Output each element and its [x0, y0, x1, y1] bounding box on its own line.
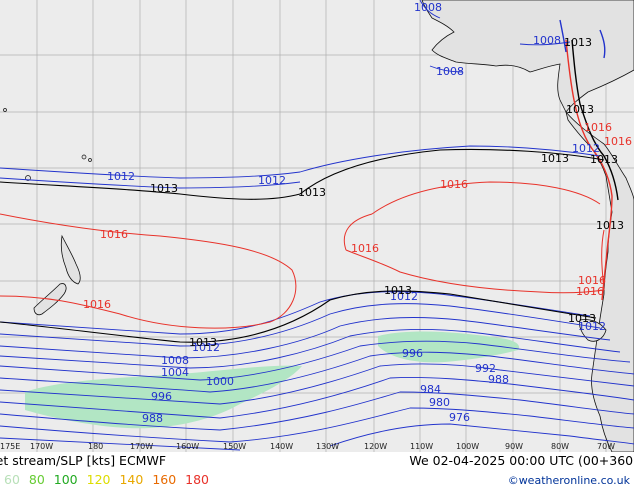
lon-label: 100W	[456, 442, 479, 451]
islands	[3, 108, 92, 181]
label-1016-f: 1016	[576, 285, 604, 298]
lon-label: 150W	[223, 442, 246, 451]
forecast-datetime: We 02-04-2025 00:00 UTC (00+360)	[409, 453, 634, 468]
label-988-a: 988	[142, 412, 163, 425]
label-980: 980	[429, 396, 450, 409]
label-1000: 1000	[206, 375, 234, 388]
longitude-labels: 175E 170W 180 170W 160W 150W 140W 130W 1…	[0, 442, 615, 451]
andes-detail	[559, 19, 619, 301]
legend-item: 160	[152, 472, 177, 487]
legend-item: 180	[185, 472, 210, 487]
lon-label: 70W	[597, 442, 615, 451]
label-1013-i: 1013	[564, 36, 592, 49]
legend-item: 120	[86, 472, 111, 487]
label-1012-c: 1012	[572, 142, 600, 155]
label-1016-a: 1016	[100, 228, 128, 241]
jet-stream-area	[25, 331, 520, 429]
new-zealand-north	[60, 234, 81, 285]
label-1008-d: 1008	[161, 354, 189, 367]
label-1016-e: 1016	[578, 274, 606, 287]
label-1004: 1004	[161, 366, 189, 379]
label-1013-g: 1013	[568, 312, 596, 325]
lon-label: 110W	[410, 442, 433, 451]
label-1016-g: 1016	[584, 121, 612, 134]
credit-link[interactable]: ©weatheronline.co.uk	[507, 474, 630, 487]
label-1016-h: 1016	[604, 135, 632, 148]
label-984: 984	[420, 383, 441, 396]
label-1012-f: 1012	[578, 320, 606, 333]
label-1008-c: 1008	[436, 65, 464, 78]
label-1013-a: 1013	[150, 182, 178, 195]
label-1013-f: 1013	[189, 336, 217, 349]
legend-item: 60	[4, 472, 20, 487]
label-1013-c: 1013	[541, 152, 569, 165]
label-1012-d: 1012	[390, 290, 418, 303]
lon-label: 90W	[505, 442, 523, 451]
lon-label: 175E	[0, 442, 20, 451]
legend-item: 80	[28, 472, 45, 487]
label-1008-a: 1008	[414, 1, 442, 14]
label-1016-b: 1016	[83, 298, 111, 311]
lon-label: 80W	[551, 442, 569, 451]
map-footer: Jet stream/SLP [kts] ECMWF We 02-04-2025…	[0, 452, 634, 490]
isobars-black	[0, 148, 605, 343]
isobars-blue	[0, 0, 634, 451]
label-1012-e: 1012	[192, 341, 220, 354]
label-1012-b: 1012	[258, 174, 286, 187]
label-1013-j: 1013	[596, 219, 624, 232]
legend-item: 140	[119, 472, 144, 487]
lon-label: 120W	[364, 442, 387, 451]
label-1013-b: 1013	[298, 186, 326, 199]
lon-label: 180	[88, 442, 103, 451]
label-1013-d: 1013	[590, 153, 618, 166]
label-1012-a: 1012	[107, 170, 135, 183]
label-1013-e: 1013	[384, 284, 412, 297]
ocean-background	[0, 0, 634, 452]
label-1016-d: 1016	[351, 242, 379, 255]
tierra-del-fuego	[579, 319, 607, 342]
wind-speed-legend: 60 80 100 120 140 160 180	[4, 472, 214, 487]
isobar-labels: 1008 1008 1008 1012 1012 1012 1012 1012 …	[83, 1, 632, 425]
isobars-red	[0, 181, 605, 329]
north-america-coast	[421, 0, 634, 113]
lon-label: 140W	[270, 442, 293, 451]
legend-item: 100	[53, 472, 78, 487]
label-1008-b: 1008	[533, 34, 561, 47]
lon-label: 170W	[130, 442, 153, 451]
map-title: Jet stream/SLP [kts] ECMWF	[0, 453, 167, 468]
label-1013-h: 1013	[566, 103, 594, 116]
lon-label: 130W	[316, 442, 339, 451]
lon-label: 160W	[176, 442, 199, 451]
lon-label: 170W	[30, 442, 53, 451]
label-988-b: 988	[488, 373, 509, 386]
label-976: 976	[449, 411, 470, 424]
label-1016-c: 1016	[440, 178, 468, 191]
label-992: 992	[475, 362, 496, 375]
label-996-b: 996	[402, 347, 423, 360]
label-996-a: 996	[151, 390, 172, 403]
